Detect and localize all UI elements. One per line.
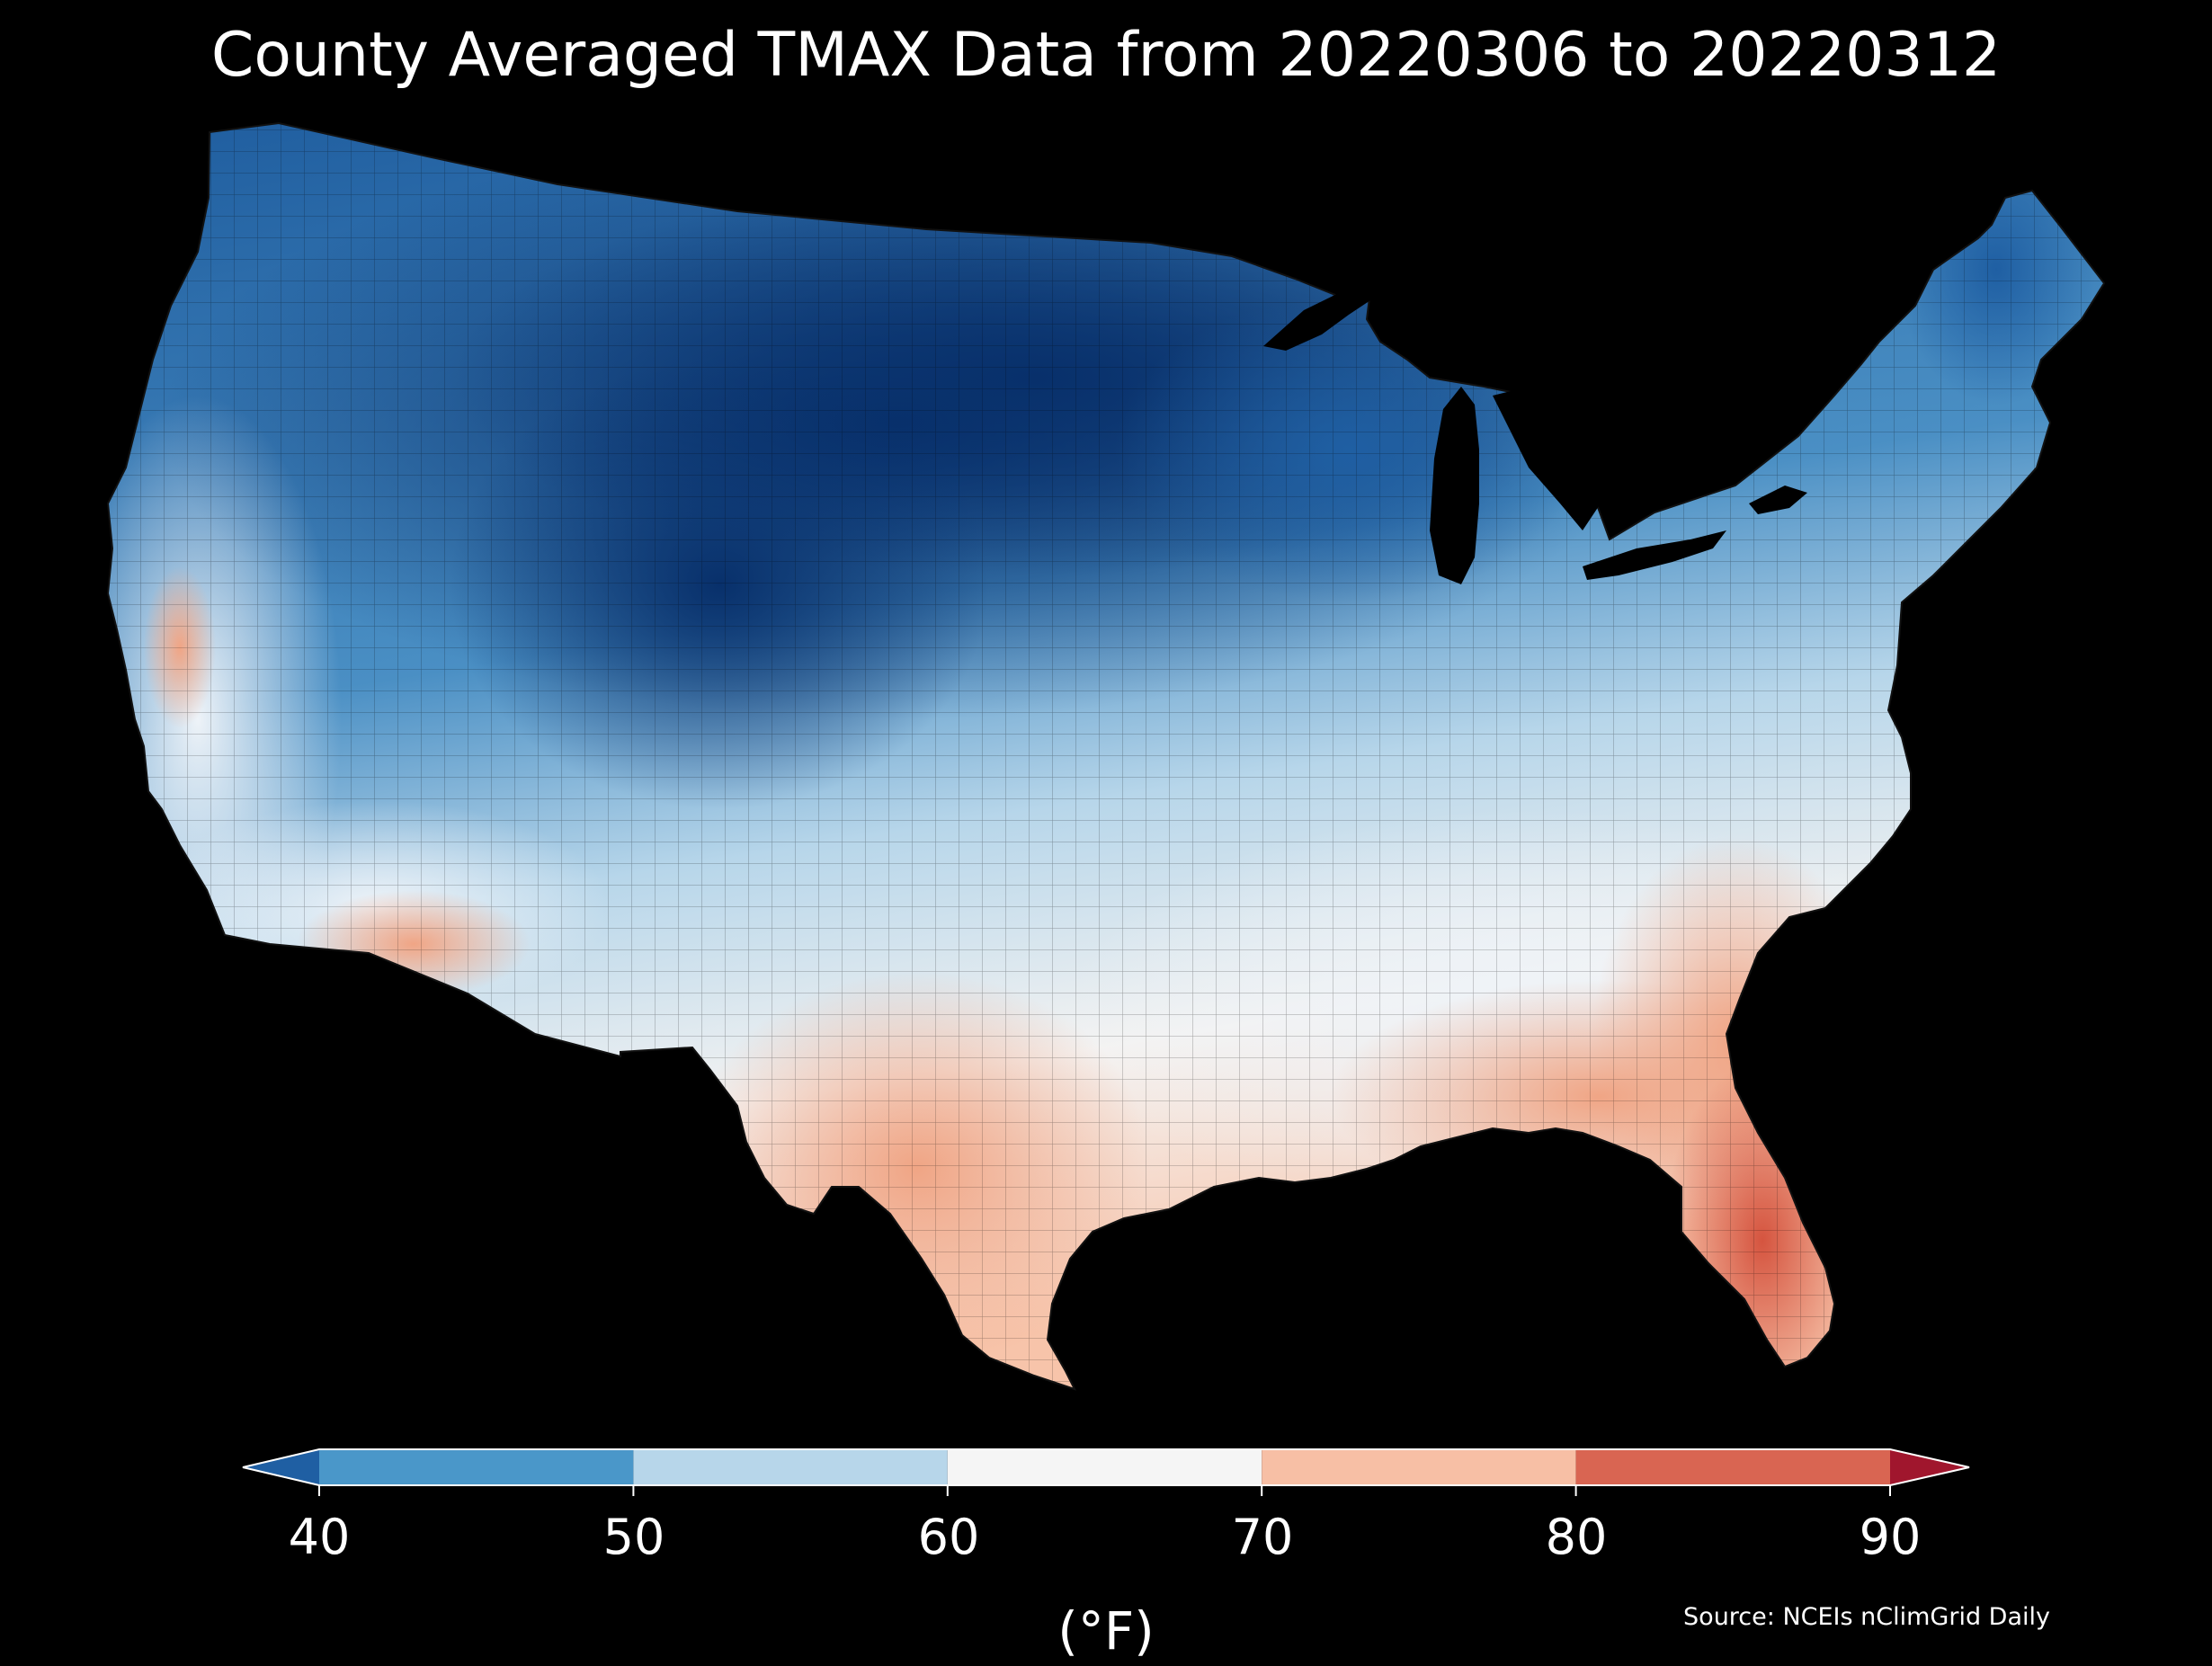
colorbar-bin-0	[243, 1449, 319, 1485]
us-county-map	[107, 122, 2105, 1390]
colorbar-tick-90: 90	[1859, 1509, 1922, 1565]
colorbar-unit-label: (°F)	[1057, 1600, 1155, 1662]
colorbar-tick-50: 50	[602, 1509, 665, 1565]
colorbar-tick-80: 80	[1545, 1509, 1608, 1565]
colorbar-tick-40: 40	[288, 1509, 351, 1565]
colorbar-bin-4	[1262, 1449, 1576, 1485]
map-title: County Averaged TMAX Data from 20220306 …	[210, 20, 2002, 91]
colorbar-bin-2	[633, 1449, 948, 1485]
colorbar-bin-5	[1575, 1449, 1890, 1485]
colorbar-tick-70: 70	[1231, 1509, 1294, 1565]
great-lakes	[1263, 279, 1807, 584]
colorbar-bin-1	[319, 1449, 634, 1485]
colorbar-tick-60: 60	[917, 1509, 980, 1565]
source-credit: Source: NCEIs nClimGrid Daily	[1683, 1603, 2050, 1631]
colorbar-bin-6	[1890, 1449, 1969, 1485]
colorbar-bin-3	[947, 1449, 1262, 1485]
